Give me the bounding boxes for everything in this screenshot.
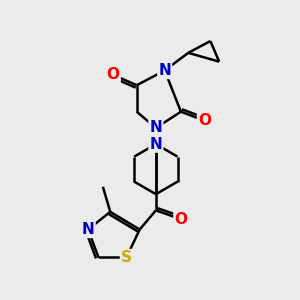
Text: N: N bbox=[158, 63, 171, 78]
Text: O: O bbox=[174, 212, 188, 227]
Text: O: O bbox=[198, 113, 211, 128]
Text: N: N bbox=[149, 120, 162, 135]
Text: N: N bbox=[149, 136, 162, 152]
Text: S: S bbox=[121, 250, 132, 265]
Text: N: N bbox=[82, 222, 94, 237]
Text: O: O bbox=[107, 68, 120, 82]
